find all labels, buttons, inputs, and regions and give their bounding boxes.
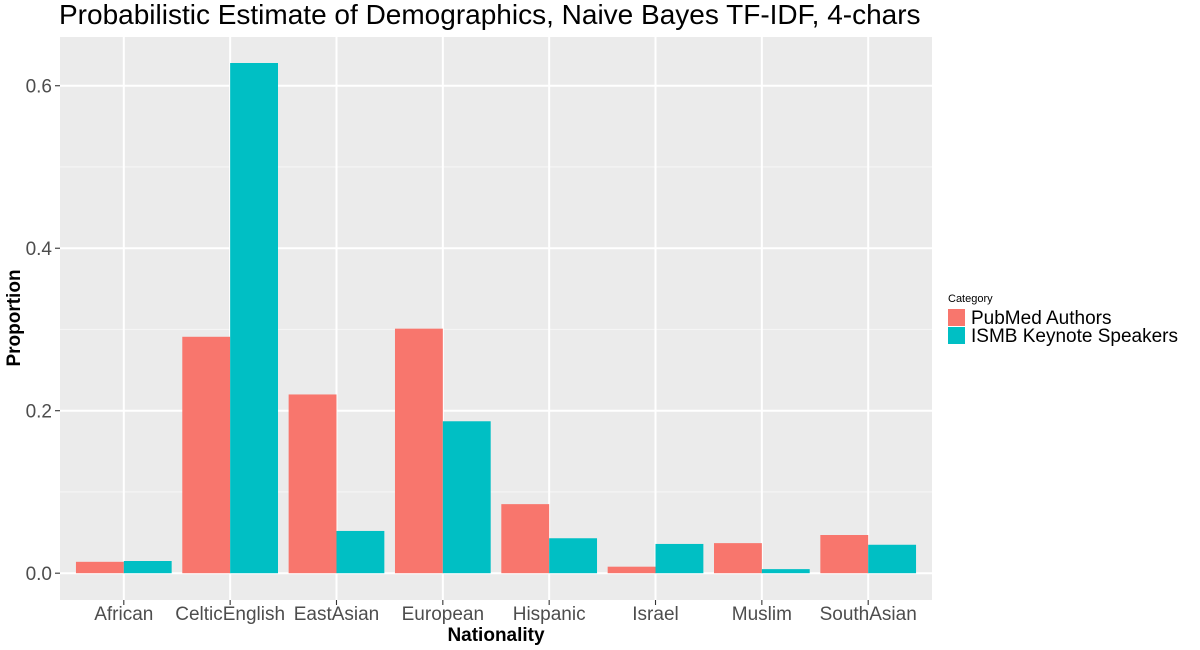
bar [336,530,385,574]
bar [655,543,704,574]
bar [394,328,443,574]
y-tick-label: 0.6 [26,77,52,98]
legend-swatch [948,309,965,326]
x-tick-label: EastAsian [294,604,380,625]
bar [230,62,278,574]
bar [820,535,869,574]
y-tick-label: 0.4 [26,239,53,260]
bar [75,561,124,574]
bar [714,543,762,574]
legend-title: Category [948,293,993,305]
x-axis: African CelticEnglish EastAsian European His… [94,600,917,625]
legend-label: PubMed Authors [971,308,1111,329]
x-tick-label: Hispanic [513,604,586,625]
bar [501,504,550,574]
y-axis: 0.0 0.2 0.4 0.6 [26,77,60,585]
x-tick-label: Israel [632,604,678,625]
legend-swatch [948,327,965,344]
chart-title: Probabilistic Estimate of Demographics, … [59,0,921,30]
y-tick-label: 0.2 [26,402,52,423]
bar [182,336,231,574]
x-tick-label: CelticEnglish [175,604,285,625]
bar [607,566,656,574]
x-tick-label: European [402,604,484,625]
x-tick-label: SouthAsian [820,604,917,625]
legend-label: ISMB Keynote Speakers [971,326,1178,347]
x-axis-title: Nationality [447,625,545,646]
bar [288,394,337,574]
x-tick-label: Muslim [732,604,792,625]
bar [549,538,598,574]
y-axis-title: Proportion [4,269,25,366]
bar [123,561,172,574]
bars-group [75,62,917,574]
bar [761,569,810,574]
bar [442,421,491,574]
x-tick-label: African [94,604,153,625]
y-tick-label: 0.0 [26,564,52,585]
bar [868,544,917,574]
